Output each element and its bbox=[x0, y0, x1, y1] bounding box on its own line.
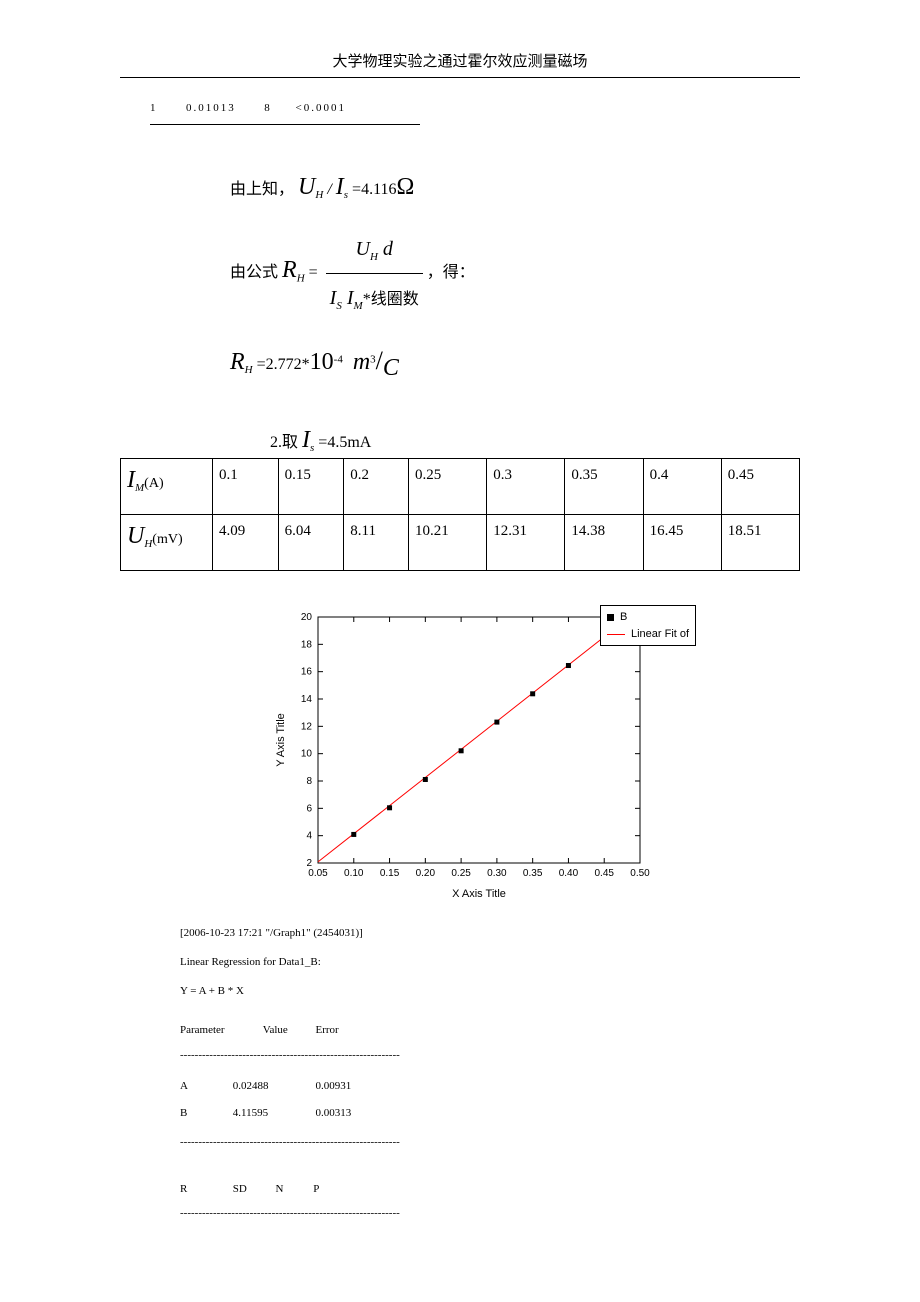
prior-stats-row: 1 0.01013 8 <0.0001 bbox=[120, 102, 800, 114]
reg-footer-row: R SD N P bbox=[180, 1179, 800, 1200]
rh-pow-base: 10 bbox=[310, 349, 334, 375]
cell: 0.1 bbox=[213, 459, 279, 515]
cell: 0.2 bbox=[344, 459, 409, 515]
cell: 0.25 bbox=[409, 459, 487, 515]
derivation-block: 由上知， UH / Is =4.116Ω 由公式 RH = UH d IS IM… bbox=[120, 159, 800, 397]
rh-unit-den: C bbox=[383, 355, 399, 381]
table-row: UH(mV) 4.09 6.04 8.11 10.21 12.31 14.38 … bbox=[121, 515, 800, 571]
ohm-symbol: Ω bbox=[396, 174, 414, 200]
cell: 4.09 bbox=[213, 515, 279, 571]
cell: 0.15 bbox=[278, 459, 344, 515]
dash-divider: ----------------------------------------… bbox=[180, 1132, 800, 1153]
derivation-line-1: 由上知， UH / Is =4.116Ω bbox=[230, 159, 800, 217]
svg-text:0.35: 0.35 bbox=[523, 868, 543, 879]
row-header-uh: UH(mV) bbox=[121, 515, 213, 571]
dash-divider: ----------------------------------------… bbox=[180, 1045, 800, 1066]
stat-col2: 0.01013 bbox=[186, 102, 236, 114]
derivation-line-2: 由公式 RH = UH d IS IM*线圈数 ，得： bbox=[230, 225, 800, 322]
reg-line-3: Y = A + B * X bbox=[180, 981, 800, 1002]
reg-line-2: Linear Regression for Data1_B: bbox=[180, 952, 800, 973]
data-table: IM(A) 0.1 0.15 0.2 0.25 0.3 0.35 0.4 0.4… bbox=[120, 458, 800, 571]
section-2-prefix: 2.取 bbox=[270, 434, 298, 451]
frac-num-d: d bbox=[383, 238, 393, 260]
uh-is-ratio: =4.116 bbox=[352, 181, 396, 198]
cell: 18.51 bbox=[721, 515, 799, 571]
rh-value: =2.772* bbox=[257, 356, 310, 373]
svg-text:6: 6 bbox=[306, 804, 312, 815]
fraction-rh: UH d IS IM*线圈数 bbox=[326, 225, 423, 322]
svg-text:0.20: 0.20 bbox=[416, 868, 436, 879]
cell: 16.45 bbox=[643, 515, 721, 571]
table-row: IM(A) 0.1 0.15 0.2 0.25 0.3 0.35 0.4 0.4… bbox=[121, 459, 800, 515]
cell: 8.11 bbox=[344, 515, 409, 571]
header-divider bbox=[120, 77, 800, 78]
cell: 0.3 bbox=[487, 459, 565, 515]
document-page: 大学物理实验之通过霍尔效应测量磁场 1 0.01013 8 <0.0001 由上… bbox=[0, 0, 920, 1268]
svg-text:0.15: 0.15 bbox=[380, 868, 400, 879]
stat-col1: 1 bbox=[150, 102, 158, 114]
cell: 0.45 bbox=[721, 459, 799, 515]
text-prefix-1: 由上知， bbox=[230, 181, 294, 198]
reg-header-row: Parameter Value Error bbox=[180, 1020, 800, 1041]
svg-text:0.45: 0.45 bbox=[594, 868, 614, 879]
svg-text:0.25: 0.25 bbox=[451, 868, 471, 879]
cell: 10.21 bbox=[409, 515, 487, 571]
regression-output: [2006-10-23 17:21 "/Graph1" (2454031)] L… bbox=[120, 923, 800, 1224]
coil-text: 线圈数 bbox=[371, 291, 419, 308]
chart-container: 24681012141618200.050.100.150.200.250.30… bbox=[120, 605, 800, 905]
row-header-im: IM(A) bbox=[121, 459, 213, 515]
reg-row-A: A 0.02488 0.00931 bbox=[180, 1076, 800, 1097]
svg-text:16: 16 bbox=[301, 667, 313, 678]
svg-text:X Axis Title: X Axis Title bbox=[452, 888, 506, 900]
stats-divider bbox=[150, 124, 420, 125]
svg-text:4: 4 bbox=[306, 831, 312, 842]
svg-text:10: 10 bbox=[301, 749, 313, 760]
is-value: =4.5mA bbox=[318, 434, 371, 451]
text-prefix-2: 由公式 bbox=[230, 264, 278, 281]
svg-text:8: 8 bbox=[306, 776, 312, 787]
svg-text:12: 12 bbox=[301, 722, 313, 733]
svg-text:0.50: 0.50 bbox=[630, 868, 650, 879]
svg-text:Y Axis Title: Y Axis Title bbox=[275, 714, 287, 768]
text-suffix-2: ，得： bbox=[427, 264, 475, 281]
page-title: 大学物理实验之通过霍尔效应测量磁场 bbox=[120, 50, 800, 71]
cell: 14.38 bbox=[565, 515, 643, 571]
reg-line-1: [2006-10-23 17:21 "/Graph1" (2454031)] bbox=[180, 923, 800, 944]
svg-text:18: 18 bbox=[301, 640, 313, 651]
cell: 0.35 bbox=[565, 459, 643, 515]
scatter-chart: 24681012141618200.050.100.150.200.250.30… bbox=[270, 605, 650, 905]
section-2-label: 2.取 Is =4.5mA bbox=[120, 427, 800, 454]
derivation-line-3: RH =2.772*10-4 m3/C bbox=[230, 330, 800, 398]
svg-text:20: 20 bbox=[301, 612, 313, 623]
svg-text:0.05: 0.05 bbox=[308, 868, 328, 879]
cell: 12.31 bbox=[487, 515, 565, 571]
svg-text:14: 14 bbox=[301, 694, 313, 705]
cell: 0.4 bbox=[643, 459, 721, 515]
stat-col4: <0.0001 bbox=[296, 102, 346, 114]
svg-text:0.30: 0.30 bbox=[487, 868, 507, 879]
svg-text:0.40: 0.40 bbox=[559, 868, 579, 879]
dash-divider: ----------------------------------------… bbox=[180, 1203, 800, 1224]
svg-text:0.10: 0.10 bbox=[344, 868, 364, 879]
rh-unit-num: m bbox=[353, 349, 370, 375]
reg-row-B: B 4.11595 0.00313 bbox=[180, 1103, 800, 1124]
cell: 6.04 bbox=[278, 515, 344, 571]
chart-legend: BLinear Fit of bbox=[600, 605, 696, 646]
rh-pow-exp: -4 bbox=[334, 353, 343, 365]
stat-col3: 8 bbox=[264, 102, 272, 114]
